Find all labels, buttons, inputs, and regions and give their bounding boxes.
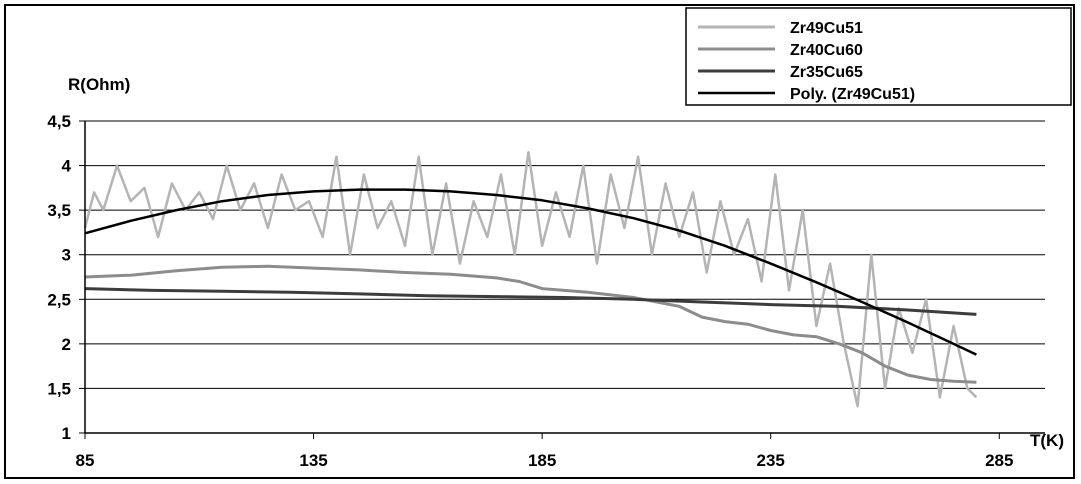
x-tick-label: 185 bbox=[528, 451, 556, 470]
legend-label-poly: Poly. (Zr49Cu51) bbox=[790, 86, 915, 103]
legend: Zr49Cu51 Zr40Cu60 Zr35Cu65 Poly. (Zr49Cu… bbox=[685, 7, 1072, 106]
y-axis-label: R(Ohm) bbox=[68, 75, 130, 94]
x-tick-label: 285 bbox=[985, 451, 1013, 470]
legend-label-zr35cu65: Zr35Cu65 bbox=[790, 64, 863, 81]
y-tick-label: 4,5 bbox=[47, 112, 71, 131]
legend-label-zr40cu60: Zr40Cu60 bbox=[790, 42, 863, 59]
series-line-zr49cu51 bbox=[83, 150, 978, 408]
legend-label-zr49cu51: Zr49Cu51 bbox=[790, 20, 863, 37]
x-axis-label: T(K) bbox=[1030, 431, 1064, 450]
y-tick-label: 2 bbox=[62, 335, 71, 354]
x-tick-label: 135 bbox=[299, 451, 327, 470]
axis-layer: 1 1,5 2 2,5 3 3,5 4 4,5 85 135 185 235 285 bbox=[47, 112, 1045, 470]
y-tick-label: 1,5 bbox=[47, 379, 71, 398]
series-line-poly-zr49cu51 bbox=[84, 188, 977, 356]
y-tick-label: 1 bbox=[62, 424, 71, 443]
series-layer bbox=[83, 150, 978, 408]
y-tick-label: 3 bbox=[62, 246, 71, 265]
x-tick-label: 235 bbox=[757, 451, 785, 470]
series-line-zr35cu65 bbox=[84, 287, 977, 316]
y-tick-label: 4 bbox=[62, 157, 72, 176]
chart-frame bbox=[4, 4, 1075, 479]
x-tick-label: 85 bbox=[76, 451, 95, 470]
series-line-zr40cu60 bbox=[84, 264, 977, 384]
grid-layer bbox=[85, 120, 1045, 389]
legend-box bbox=[685, 7, 1072, 106]
y-tick-label: 3,5 bbox=[47, 201, 71, 220]
y-tick-label: 2,5 bbox=[47, 290, 71, 309]
